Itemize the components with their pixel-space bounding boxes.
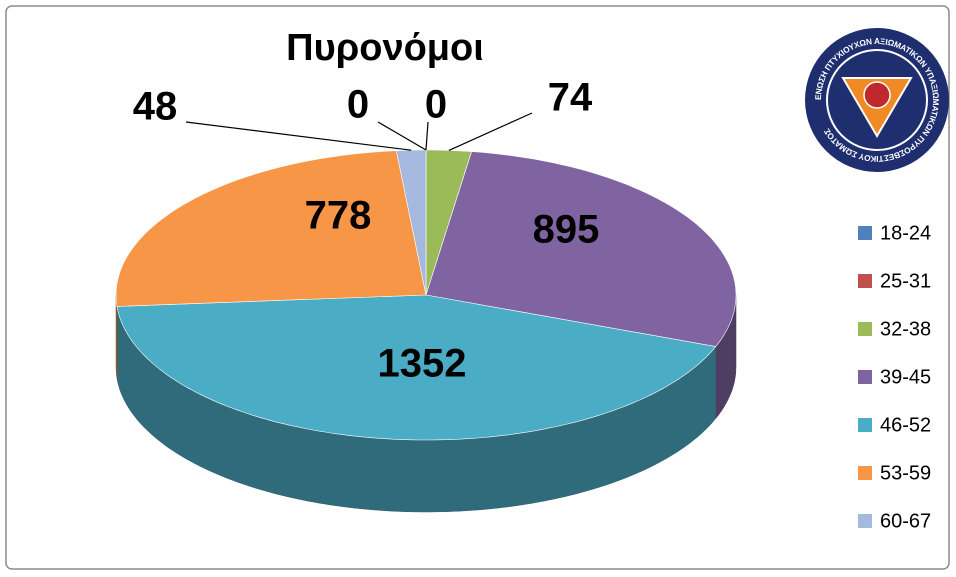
data-label: 0 xyxy=(425,83,447,127)
legend-label: 46-52 xyxy=(880,414,931,436)
legend-swatch xyxy=(858,274,872,288)
data-label: 895 xyxy=(533,208,600,252)
legend-label: 25-31 xyxy=(880,270,931,292)
legend-label: 32-38 xyxy=(880,318,931,340)
leader-line xyxy=(425,121,429,151)
legend-swatch xyxy=(858,514,872,528)
legend-label: 53-59 xyxy=(880,462,931,484)
legend-swatch xyxy=(858,322,872,336)
logo-ring xyxy=(826,49,928,151)
chart-title: Πυρονόμοι xyxy=(286,27,484,69)
data-label: 778 xyxy=(305,194,372,238)
pie-slice xyxy=(425,151,737,347)
legend-label: 39-45 xyxy=(880,366,931,388)
leader-line xyxy=(185,121,412,151)
pie-slice xyxy=(116,294,717,441)
pie-tops xyxy=(115,149,737,441)
legend-label: 60-67 xyxy=(880,510,931,532)
data-label: 1352 xyxy=(378,342,467,386)
leader-line xyxy=(448,112,533,151)
legend-swatch xyxy=(858,466,872,480)
legend-swatch xyxy=(858,226,872,240)
logo: ΕΝΩΣΗ ΠΤΥΧΙΟΥΧΩΝ ΑΞΙΩΜΑΤΙΚΩΝ ΥΠΑΞΙΩΜΑΤΙΚ… xyxy=(805,28,949,172)
data-label: 74 xyxy=(548,76,593,120)
data-label: 0 xyxy=(347,83,369,127)
leader-line xyxy=(377,121,427,151)
pie-slice-side xyxy=(115,294,118,379)
legend-swatch xyxy=(858,370,872,384)
legend-label: 18-24 xyxy=(880,222,931,244)
legend-swatch xyxy=(858,418,872,432)
pie-slice xyxy=(115,150,427,307)
logo-emblem xyxy=(863,81,891,109)
data-label: 48 xyxy=(133,85,178,129)
